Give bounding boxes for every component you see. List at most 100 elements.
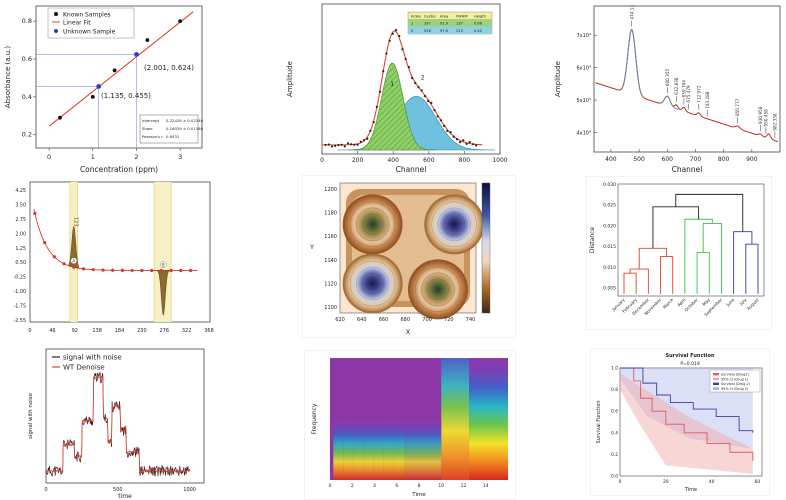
y-tick-label: 3.50	[15, 202, 26, 208]
contour-line	[343, 195, 402, 254]
spec-xlabel: Channel	[672, 165, 703, 174]
spectrum-chart: 474.11 600.355 632.838 659.794 675.479 712.97…	[550, 0, 786, 175]
data-point	[459, 140, 462, 144]
table-cell: 1	[411, 22, 413, 26]
contour-line	[427, 278, 449, 301]
spectro-xlabel: Time	[411, 492, 426, 498]
spectro-burst	[393, 420, 404, 480]
y-tick-label: 0.2	[22, 131, 32, 139]
table-cell: 91.9	[440, 22, 449, 26]
data-point	[426, 99, 430, 103]
y-tick-label: 1100	[324, 305, 337, 311]
data-point	[324, 143, 327, 147]
x-tick-label: 368	[204, 328, 214, 334]
x-tick-label: 14	[483, 483, 489, 489]
data-point	[150, 268, 154, 273]
contour-line	[421, 272, 455, 307]
data-point	[410, 76, 414, 80]
x-tick-label: 200	[352, 157, 364, 164]
data-point	[362, 139, 366, 142]
table-cell: 526	[424, 29, 432, 33]
y-tick-label: 1180	[324, 211, 337, 217]
data-point	[398, 34, 401, 38]
x-tick-label: 0	[619, 479, 622, 485]
peak-label: 123	[72, 217, 78, 227]
contour-line	[361, 213, 384, 236]
x-tick-label: 0	[28, 328, 31, 334]
calibration-chart: 0 1 2 3 0.2 0.4 0.6 0.8 Known Samples Linear Fi…	[0, 0, 210, 175]
data-point	[369, 129, 372, 132]
peak-value-label: 930.958	[758, 106, 763, 124]
stats-value-0: 0.22429 ± 0.02346	[166, 118, 204, 123]
cal-ylabel: Absorbance (a.u.)	[4, 46, 12, 108]
contour-ylabel: Y	[309, 243, 314, 251]
data-point	[401, 48, 404, 51]
contour-line	[343, 254, 402, 313]
data-point	[388, 39, 391, 42]
y-tick-label: 4x10⁴	[576, 131, 591, 137]
x-tick-label: 1	[91, 153, 95, 161]
spectro-burst	[353, 420, 364, 480]
legend-label: Survival (Drug1)	[721, 373, 750, 377]
contour-colorbar	[481, 182, 491, 314]
survival-curve-2	[620, 367, 754, 433]
x-tick-label: 600	[662, 156, 674, 163]
known-point	[145, 38, 150, 42]
stats-label-0: Intercept	[142, 118, 160, 123]
data-point	[340, 143, 343, 146]
dendro-link	[623, 272, 637, 294]
legend-label: Survival (Drug 2)	[721, 382, 751, 386]
contour-line	[431, 201, 477, 248]
data-point	[353, 143, 356, 146]
x-tick-label: 60	[755, 479, 761, 485]
legend-unknown: Unknown Sample	[63, 29, 116, 36]
data-point	[433, 109, 436, 112]
peak-label: 1	[390, 81, 394, 88]
data-point	[140, 268, 144, 273]
y-tick-label: 4.25	[15, 188, 26, 194]
y-tick-label: 1120	[324, 281, 337, 287]
marker-a	[70, 257, 78, 264]
positive-peak	[68, 225, 79, 269]
y-tick-label: 0.0	[611, 474, 618, 480]
x-tick-label: 40	[709, 479, 715, 485]
data-point	[337, 143, 340, 147]
data-point	[455, 138, 459, 141]
marker-b-label: B	[162, 262, 165, 267]
denoise-chart: 0 500 1000 signal with noise WT Denoise ti…	[20, 345, 210, 500]
contour-line	[349, 201, 396, 248]
y-tick-label: 0.015	[603, 244, 616, 250]
data-point	[179, 268, 183, 273]
x-tick-label: 230	[137, 328, 147, 334]
contour-peak	[342, 194, 403, 255]
dendro-link	[684, 218, 713, 294]
spectro-band	[402, 420, 442, 480]
peak-value-label: 850.777	[735, 98, 740, 116]
data-point	[346, 142, 350, 145]
spectro-band	[441, 358, 470, 480]
y-tick-label: 1.0	[611, 366, 618, 372]
decay-peaks-chart: 123 A B 0 46 92 138 184 230 276 322 368 4.25 3.50 2.75…	[0, 178, 215, 338]
x-tick-label: 600	[423, 157, 435, 164]
cal-xlabel: Concentration (ppm)	[80, 165, 158, 174]
y-tick-label: 7x10⁴	[576, 33, 591, 39]
data-point	[465, 142, 468, 145]
legend-known: Known Samples	[63, 12, 111, 19]
legend-swatch	[713, 373, 719, 376]
y-tick-label: 0.4	[611, 430, 618, 436]
ci-band-1	[620, 373, 753, 474]
survival-ylabel: Survival Function	[596, 400, 602, 443]
data-point	[52, 255, 56, 259]
data-point	[42, 240, 47, 245]
cal-annotation-a: (2.001, 0.624)	[144, 64, 194, 72]
peak-value-label: 982.358	[772, 113, 777, 131]
peak-value-label: 632.838	[674, 77, 679, 95]
spectro-burst	[333, 420, 344, 480]
x-tick-label: 900	[746, 156, 758, 163]
legend-label: 95% CI (Drug 1)	[721, 377, 749, 381]
y-tick-label: 0.010	[603, 265, 616, 271]
x-tick-label: 680	[401, 317, 411, 323]
contour-xlabel: X	[406, 328, 411, 336]
sum-curve	[321, 30, 483, 146]
x-tick-label: 6	[395, 483, 398, 489]
